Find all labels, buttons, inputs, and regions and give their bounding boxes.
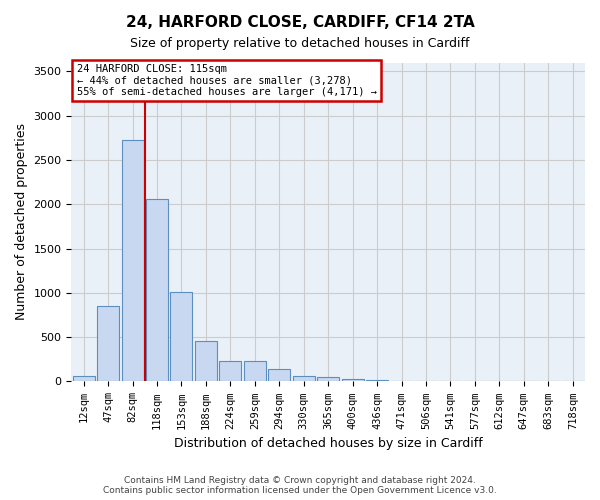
Y-axis label: Number of detached properties: Number of detached properties: [15, 124, 28, 320]
Text: 24, HARFORD CLOSE, CARDIFF, CF14 2TA: 24, HARFORD CLOSE, CARDIFF, CF14 2TA: [125, 15, 475, 30]
Text: Size of property relative to detached houses in Cardiff: Size of property relative to detached ho…: [130, 38, 470, 51]
Bar: [366, 380, 388, 382]
Bar: [268, 369, 290, 382]
Bar: [293, 376, 315, 382]
Bar: [73, 376, 95, 382]
Bar: [97, 306, 119, 382]
Bar: [220, 361, 241, 382]
Text: Contains HM Land Registry data © Crown copyright and database right 2024.
Contai: Contains HM Land Registry data © Crown c…: [103, 476, 497, 495]
Bar: [195, 340, 217, 382]
Bar: [244, 361, 266, 382]
Bar: [341, 379, 364, 382]
Bar: [317, 376, 339, 382]
Bar: [146, 199, 168, 382]
Text: 24 HARFORD CLOSE: 115sqm
← 44% of detached houses are smaller (3,278)
55% of sem: 24 HARFORD CLOSE: 115sqm ← 44% of detach…: [77, 64, 377, 98]
Bar: [170, 292, 193, 382]
Bar: [122, 140, 143, 382]
X-axis label: Distribution of detached houses by size in Cardiff: Distribution of detached houses by size …: [174, 437, 482, 450]
